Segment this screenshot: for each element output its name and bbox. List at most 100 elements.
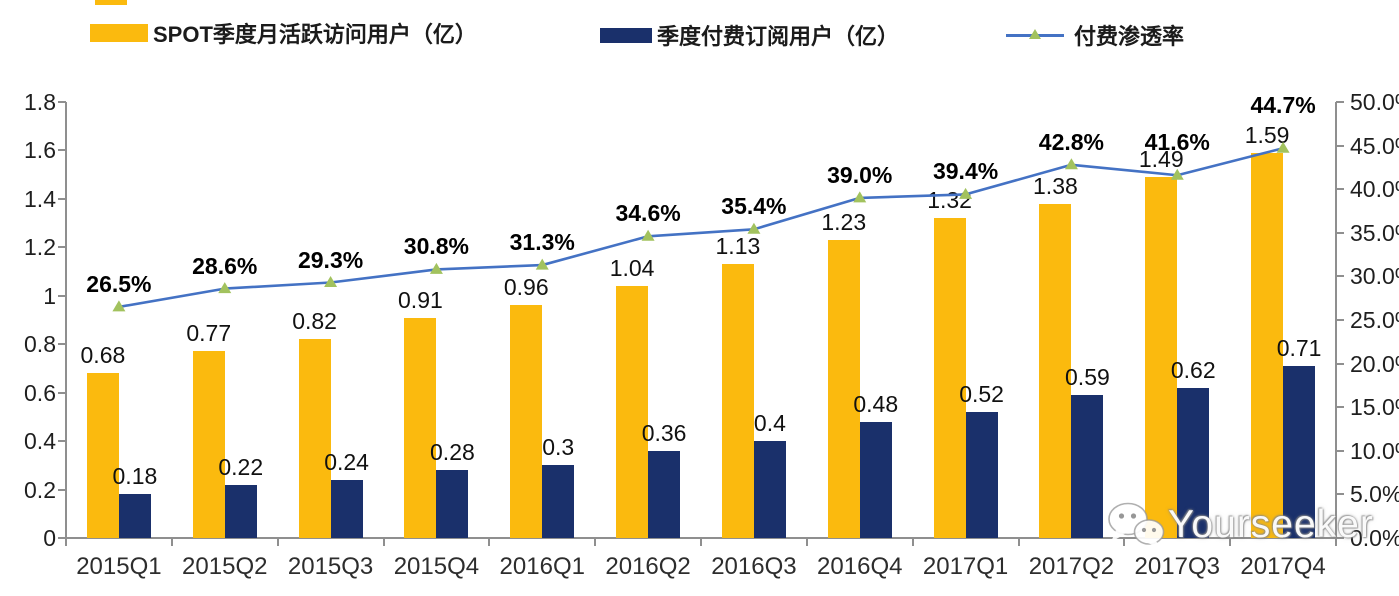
penetration-value-label: 42.8% [1038,128,1105,155]
subscriber-bar [436,470,469,538]
y-axis-left-label: 0.4 [24,428,56,455]
mau-bar [298,339,331,538]
legend-item-subscribers: 季度付费订阅用户（亿） [600,19,899,51]
subscriber-value-label: 0.59 [1065,364,1110,391]
x-axis-label: 2016Q1 [499,553,585,580]
penetration-value-label: 35.4% [721,193,787,220]
subscriber-bar [648,450,681,538]
y-axis-left-label: 1.6 [24,137,56,164]
subscribers-legend-swatch [600,27,652,43]
line-marker [218,282,232,294]
x-axis-tick [65,538,67,546]
x-axis-tick [1123,538,1126,546]
x-axis-tick [594,538,597,546]
subscriber-bar [1177,387,1210,538]
y-axis-right-label: 0.0% [1350,525,1399,551]
line-marker [853,191,867,203]
x-axis-tick [1017,538,1020,546]
y-axis-left-label: 1.8 [24,89,56,115]
subscriber-value-label: 0.48 [853,390,899,417]
subscriber-value-label: 0.24 [324,448,369,475]
y-axis-left-tick [58,343,66,346]
y-axis-left-label: 0 [43,525,56,551]
y-axis-left-tick [58,488,66,491]
x-axis-label: 2016Q3 [711,553,797,580]
y-axis-right-label: 45.0% [1350,132,1399,159]
subscriber-value-label: 0.3 [542,434,575,461]
penetration-value-label: 28.6% [192,252,258,279]
subscriber-value-label: 0.62 [1170,356,1216,383]
x-axis-label: 2016Q2 [605,553,691,580]
mau-bar [86,373,119,538]
legend-label-penetration: 付费渗透率 [1074,24,1185,49]
penetration-value-label: 39.0% [827,161,893,188]
penetration-value-label: 34.6% [615,200,681,227]
y-axis-right-tick [1336,319,1344,321]
y-axis-left-label: 1 [43,282,56,309]
mau-legend-swatch [90,24,148,42]
mau-bar [192,351,225,538]
subscriber-bar [965,412,998,538]
penetration-value-label: 31.3% [509,229,575,256]
penetration-legend-marker [1006,28,1064,42]
x-axis-tick [1229,538,1232,546]
y-axis-right-tick [1336,144,1344,147]
y-axis-left-tick [58,537,66,539]
subscriber-value-label: 0.36 [641,419,687,446]
mau-bar [721,264,754,538]
subscriber-value-label: 0.22 [218,453,264,480]
penetration-value-label: 26.5% [86,270,152,297]
subscriber-bar [1283,366,1316,538]
y-axis-right-label: 15.0% [1350,394,1399,421]
mau-bar [827,240,860,538]
x-axis-tick [911,538,914,546]
y-axis-right-label: 10.0% [1350,437,1399,464]
subscriber-bar [1071,395,1104,538]
y-axis-right-label: 35.0% [1350,219,1399,246]
x-axis-tick [488,538,491,546]
mau-value-label: 0.68 [80,342,126,369]
subscriber-value-label: 0.28 [430,439,475,466]
y-axis-right-label: 30.0% [1350,263,1399,290]
y-axis-left-tick [58,246,66,249]
mau-value-label: 0.77 [186,320,232,347]
legend-item-penetration: 付费渗透率 [1006,19,1184,51]
x-axis-tick [805,538,808,546]
legend-item-mau: SPOT季度月活跃访问用户（亿） [90,17,477,49]
x-axis-label: 2015Q2 [182,553,268,580]
mau-value-label: 1.13 [715,233,761,260]
x-axis-tick [700,538,702,546]
y-axis-left-tick [58,197,66,200]
y-axis-right-tick [1336,362,1344,365]
penetration-value-label: 41.6% [1144,129,1210,156]
line-marker [324,276,338,288]
y-axis-right-tick [1336,406,1344,409]
legend-label-subscribers: 季度付费订阅用户（亿） [657,24,900,49]
subscriber-value-label: 0.52 [959,381,1004,408]
y-axis-right-label: 40.0% [1350,176,1399,203]
x-axis-tick [170,538,173,546]
y-axis-left-tick [58,149,66,152]
y-axis-right-label: 50.0% [1350,89,1399,115]
y-axis-right-tick [1336,275,1344,278]
x-axis-tick [1335,538,1337,546]
x-axis-label: 2015Q4 [393,553,480,580]
line-marker [1064,158,1078,170]
line-marker [747,222,761,234]
y-axis-left-tick [58,440,66,443]
mau-value-label: 0.82 [292,308,337,335]
y-axis-right-tick [1336,101,1344,103]
x-axis-label: 2017Q1 [922,553,1009,580]
mau-bar [933,218,966,538]
mau-value-label: 1.04 [609,255,655,282]
y-axis-left-label: 0.2 [24,476,56,503]
subscriber-bar [224,484,257,538]
y-axis-right-tick [1336,231,1344,234]
y-axis-right-tick [1336,449,1344,452]
y-axis-right-tick [1336,537,1344,539]
y-axis-left-label: 1.4 [24,185,56,212]
y-axis-right-tick [1336,188,1344,191]
subscriber-value-label: 0.18 [112,463,158,490]
